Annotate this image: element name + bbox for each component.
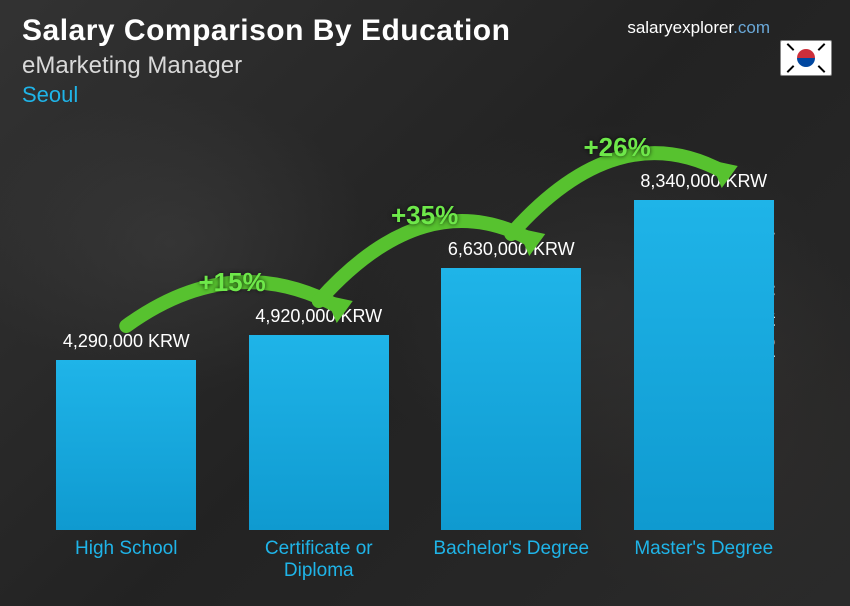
bar [249,335,389,530]
brand-label: salaryexplorer.com [627,18,770,38]
country-flag-icon [780,40,832,76]
page-title: Salary Comparison By Education [22,14,510,48]
job-title: eMarketing Manager [22,52,510,80]
bar-value-label: 6,630,000 KRW [448,239,575,260]
bar-group: 6,630,000 KRWBachelor's Degree [421,239,601,530]
brand-prefix: salaryexplorer [627,18,733,37]
location-label: Seoul [22,82,510,108]
bar [56,360,196,530]
bars-row: 4,290,000 KRWHigh School4,920,000 KRWCer… [30,120,800,530]
bar-value-label: 4,290,000 KRW [63,331,190,352]
bar-category-label: Master's Degree [614,538,794,560]
bar-category-label: Certificate or Diploma [229,538,409,582]
bar-category-label: High School [36,538,216,560]
bar-group: 4,290,000 KRWHigh School [36,331,216,530]
bar-value-label: 4,920,000 KRW [255,306,382,327]
chart-area: 4,290,000 KRWHigh School4,920,000 KRWCer… [30,120,800,586]
bar [634,200,774,530]
content-root: Salary Comparison By Education eMarketin… [0,0,850,606]
bar-group: 8,340,000 KRWMaster's Degree [614,171,794,530]
bar-category-label: Bachelor's Degree [421,538,601,560]
title-block: Salary Comparison By Education eMarketin… [22,14,510,108]
bar [441,268,581,530]
bar-value-label: 8,340,000 KRW [640,171,767,192]
brand-suffix: .com [733,18,770,37]
bar-group: 4,920,000 KRWCertificate or Diploma [229,306,409,530]
